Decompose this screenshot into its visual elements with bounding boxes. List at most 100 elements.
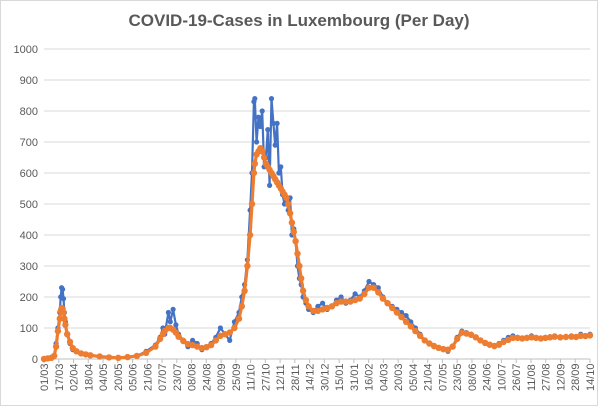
data-point bbox=[509, 334, 517, 342]
data-point bbox=[255, 114, 262, 120]
data-point bbox=[586, 332, 594, 339]
data-point bbox=[268, 96, 275, 102]
data-point bbox=[152, 343, 159, 350]
x-tick-label: 05/04 bbox=[408, 363, 420, 391]
data-point bbox=[315, 303, 321, 309]
data-point bbox=[454, 335, 461, 343]
data-point bbox=[56, 315, 63, 322]
series-layer bbox=[40, 96, 594, 363]
data-point bbox=[142, 349, 150, 356]
data-point bbox=[328, 303, 336, 310]
data-point bbox=[290, 228, 297, 236]
x-tick-label: 02/04 bbox=[69, 363, 81, 391]
data-point bbox=[180, 337, 187, 345]
data-point bbox=[105, 354, 113, 361]
data-point bbox=[241, 287, 248, 294]
x-tick-label: 23/07 bbox=[172, 363, 184, 391]
data-point bbox=[379, 295, 387, 302]
x-tick-label: 21/06 bbox=[142, 363, 154, 391]
data-point bbox=[52, 343, 60, 350]
data-point bbox=[298, 275, 305, 282]
data-point bbox=[562, 333, 570, 341]
data-point bbox=[283, 194, 290, 201]
x-tick-label: 27/10 bbox=[260, 363, 272, 391]
x-tick-label: 12/09 bbox=[555, 363, 567, 391]
data-point bbox=[302, 296, 310, 304]
x-tick-label: 30/12 bbox=[319, 363, 331, 391]
data-point bbox=[190, 337, 196, 343]
gridlines bbox=[44, 48, 590, 329]
data-point bbox=[63, 331, 71, 338]
x-tick-label: 24/06 bbox=[482, 363, 494, 391]
x-tick-label: 20/03 bbox=[393, 363, 405, 391]
x-tick-label: 11/10 bbox=[246, 364, 258, 391]
series-line bbox=[43, 146, 591, 361]
data-point bbox=[393, 309, 401, 316]
data-point bbox=[467, 331, 475, 338]
x-tick-label: 11/08 bbox=[526, 364, 538, 391]
data-point bbox=[276, 170, 282, 176]
data-point bbox=[477, 337, 484, 344]
data-point bbox=[398, 313, 405, 321]
x-tick-label: 25/09 bbox=[231, 363, 243, 391]
y-tick-label: 300 bbox=[20, 261, 38, 273]
series-0 bbox=[41, 96, 593, 362]
data-point bbox=[296, 262, 303, 270]
data-point bbox=[207, 341, 215, 349]
data-point bbox=[244, 262, 251, 270]
x-tick-label: 20/05 bbox=[113, 363, 125, 391]
data-point bbox=[175, 333, 182, 340]
data-point bbox=[60, 286, 66, 292]
x-tick-label: 15/01 bbox=[334, 363, 346, 391]
data-point bbox=[265, 127, 271, 133]
data-point bbox=[259, 148, 266, 155]
data-point bbox=[416, 332, 424, 339]
data-point bbox=[310, 307, 317, 315]
data-point bbox=[370, 284, 377, 291]
data-point bbox=[60, 309, 67, 316]
y-tick-label: 0 bbox=[32, 354, 38, 366]
series-1 bbox=[40, 145, 594, 363]
data-point bbox=[248, 200, 256, 208]
data-point bbox=[267, 182, 273, 188]
x-tick-label: 05/06 bbox=[128, 363, 140, 391]
data-point bbox=[96, 353, 103, 360]
data-point bbox=[62, 321, 69, 329]
data-point bbox=[551, 333, 558, 340]
data-point bbox=[285, 200, 292, 208]
x-tick-label: 08/08 bbox=[187, 363, 199, 391]
data-point bbox=[251, 160, 258, 167]
series-line bbox=[43, 97, 591, 361]
x-tick-label: 18/04 bbox=[83, 363, 95, 391]
data-point bbox=[260, 154, 268, 161]
x-tick-label: 23/05 bbox=[452, 363, 464, 391]
x-tick-label: 04/03 bbox=[378, 363, 390, 391]
data-point bbox=[577, 332, 584, 339]
data-point bbox=[238, 303, 245, 310]
data-point bbox=[250, 169, 258, 177]
y-tick-label: 700 bbox=[20, 137, 38, 149]
data-point bbox=[299, 287, 307, 294]
data-point bbox=[407, 323, 414, 330]
data-point bbox=[557, 334, 564, 341]
data-point bbox=[272, 142, 278, 148]
y-tick-label: 800 bbox=[20, 106, 38, 118]
data-point bbox=[66, 338, 74, 346]
data-point bbox=[366, 278, 372, 285]
data-point bbox=[352, 291, 358, 297]
x-tick-label: 21/04 bbox=[423, 363, 435, 391]
data-point bbox=[270, 120, 276, 126]
data-point bbox=[165, 309, 171, 316]
data-point bbox=[156, 335, 164, 343]
y-axis-ticks: 0 100 200 300 400 500 600 700 800 900 1000 bbox=[14, 44, 38, 366]
data-point bbox=[444, 346, 452, 353]
data-point bbox=[320, 300, 326, 306]
y-tick-label: 900 bbox=[20, 75, 38, 87]
x-tick-label: 27/08 bbox=[541, 363, 553, 391]
data-point bbox=[519, 335, 526, 342]
data-point bbox=[212, 337, 219, 344]
data-point bbox=[60, 296, 67, 302]
x-tick-label: 10/07 bbox=[496, 363, 508, 391]
data-point bbox=[170, 306, 176, 312]
